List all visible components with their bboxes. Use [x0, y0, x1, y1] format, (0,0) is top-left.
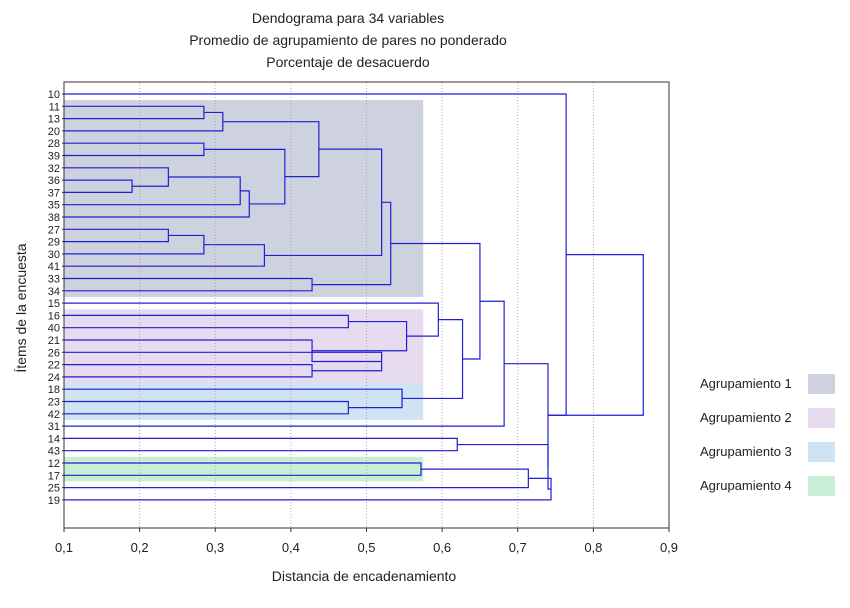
- leaf-label: 31: [48, 421, 60, 433]
- dendrogram-link: [548, 254, 644, 416]
- leaf-label: 27: [48, 224, 60, 236]
- leaf-label: 26: [48, 347, 60, 359]
- leaf-label: 18: [48, 384, 60, 396]
- leaf-label: 43: [48, 446, 60, 458]
- legend-swatch-2: [808, 408, 835, 428]
- leaf-label: 10: [48, 89, 60, 101]
- grid-lines: [139, 82, 594, 528]
- leaf-label: 34: [48, 286, 60, 298]
- leaf-label: 39: [48, 151, 60, 163]
- x-tick-label: 0,8: [584, 540, 602, 555]
- cluster-band-1: [64, 100, 424, 297]
- x-tick-label: 0,4: [282, 540, 300, 555]
- legend-swatch-1: [808, 374, 835, 394]
- legend-swatch-3: [808, 442, 835, 462]
- leaf-labels: 1011132028393236373538272930413334151640…: [48, 89, 64, 507]
- dendrogram-link: [64, 437, 458, 452]
- leaf-label: 37: [48, 187, 60, 199]
- leaf-label: 33: [48, 274, 60, 286]
- leaf-label: 24: [48, 372, 60, 384]
- leaf-label: 28: [48, 138, 60, 150]
- dendrogram-link: [504, 363, 549, 467]
- leaf-label: 25: [48, 483, 60, 495]
- dendrogram-link: [64, 477, 552, 501]
- leaf-label: 41: [48, 261, 60, 273]
- x-tick-label: 0,6: [433, 540, 451, 555]
- leaf-label: 22: [48, 360, 60, 372]
- legend-swatch-4: [808, 476, 835, 496]
- x-tick-label: 0,2: [131, 540, 149, 555]
- cluster-band-4: [64, 456, 424, 482]
- leaf-label: 14: [48, 433, 60, 445]
- x-tick-label: 0,7: [509, 540, 527, 555]
- leaf-label: 23: [48, 397, 60, 409]
- leaf-label: 32: [48, 163, 60, 175]
- leaf-label: 20: [48, 126, 60, 138]
- x-axis-label: Distancia de encadenamiento: [272, 568, 457, 584]
- dendrogram-links: [64, 93, 644, 501]
- leaf-label: 36: [48, 175, 60, 187]
- leaf-label: 29: [48, 237, 60, 249]
- leaf-label: 38: [48, 212, 60, 224]
- chart-title-line-2: Promedio de agrupamiento de pares no pon…: [189, 32, 507, 48]
- legend: Agrupamiento 1 Agrupamiento 2 Agrupamiento…: [700, 374, 835, 496]
- dendrogram-link: [457, 443, 552, 490]
- legend-label-4: Agrupamiento 4: [700, 478, 792, 493]
- leaf-label: 35: [48, 200, 60, 212]
- leaf-label: 42: [48, 409, 60, 421]
- cluster-band-2: [64, 309, 424, 384]
- x-axis-ticks: 0,1 0,2 0,3 0,4 0,5 0,6 0,7 0,8 0,9: [55, 528, 678, 555]
- leaf-label: 19: [48, 495, 60, 507]
- x-tick-label: 0,1: [55, 540, 73, 555]
- leaf-label: 11: [49, 101, 60, 113]
- leaf-label: 15: [48, 298, 60, 310]
- x-tick-label: 0,5: [357, 540, 375, 555]
- leaf-label: 16: [48, 310, 60, 322]
- chart-title-line-3: Porcentaje de desacuerdo: [266, 54, 430, 70]
- leaf-label: 21: [48, 335, 60, 347]
- leaf-label: 40: [48, 323, 60, 335]
- leaf-label: 17: [48, 470, 60, 482]
- chart-title-line-1: Dendograma para 34 variables: [252, 10, 444, 26]
- x-tick-label: 0,9: [660, 540, 678, 555]
- leaf-label: 13: [48, 114, 60, 126]
- y-axis-label: Ítems de la encuesta: [13, 243, 29, 372]
- legend-label-3: Agrupamiento 3: [700, 444, 792, 459]
- leaf-label: 12: [48, 458, 60, 470]
- legend-label-2: Agrupamiento 2: [700, 410, 792, 425]
- leaf-label: 30: [48, 249, 60, 261]
- x-tick-label: 0,3: [206, 540, 224, 555]
- legend-label-1: Agrupamiento 1: [700, 376, 792, 391]
